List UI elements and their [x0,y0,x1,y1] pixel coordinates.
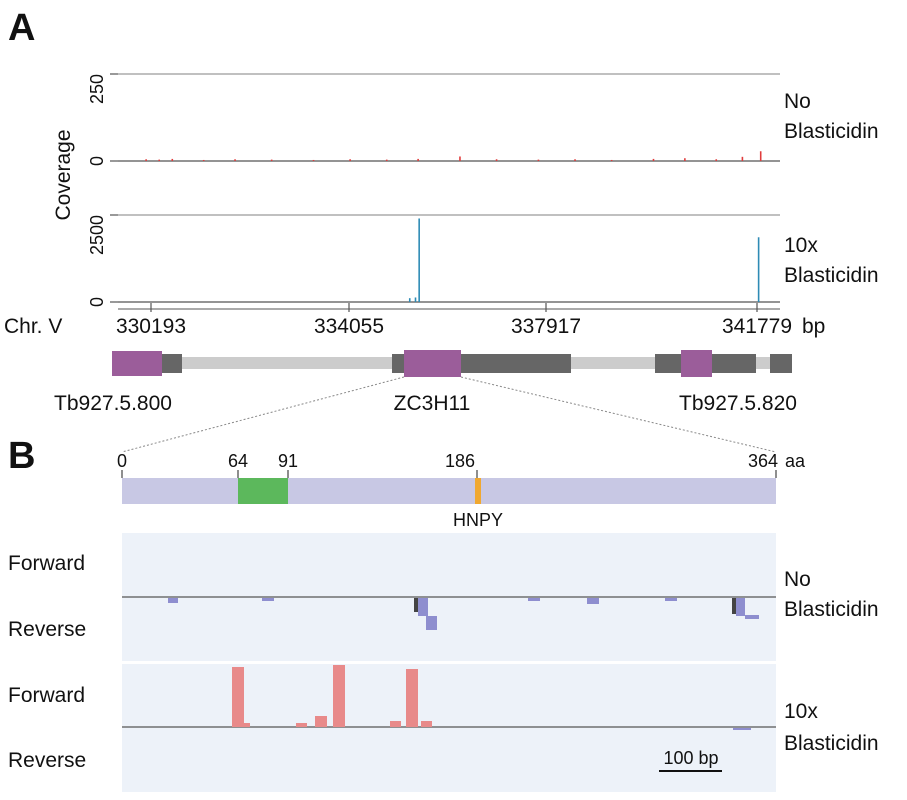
protein-tick-label-186: 186 [445,451,475,471]
track-top-condition-line2: Blasticidin [784,120,879,143]
protein-tick-label-364: 364 [748,451,778,471]
genomic-tick-label-2: 334055 [314,315,384,338]
genomic-tick-label-4: 341779 [722,315,792,338]
b1-bar-1 [168,598,178,603]
gene-next-utr [770,354,792,373]
b1-bar-7a [732,598,736,614]
track-b2-reverse-label: Reverse [8,749,86,772]
panel-a-letter: A [8,7,35,49]
track-bottom-peaks [408,218,760,302]
track-10x-blasticidin: 2500 0 10x Blasticidin [87,214,879,307]
track-bottom-ymin: 0 [87,297,107,307]
coverage-axis-label: Coverage [52,129,75,220]
genomic-tick-label-1: 330193 [116,315,186,338]
track-b-no-blasticidin: Forward Reverse No Blasticidin [8,552,879,641]
gene-820-cds [681,350,712,377]
protein-tick-label-91: 91 [278,451,298,471]
gene-label-800: Tb927.5.800 [54,392,172,415]
track-bottom-condition-line2: Blasticidin [784,264,879,287]
genomic-tick-label-3: 337917 [511,315,581,338]
b1-bar-6 [665,598,677,601]
b1-bar-7c [745,615,759,619]
track-top-peaks [145,151,762,161]
zc3h11-cds [404,350,461,377]
protein-ruler: 0 64 91 186 364 aa [117,451,806,478]
b1-bar-7b [736,598,745,616]
scale-bar-label: 100 bp [663,748,718,768]
hnpy-label: HNPY [453,510,503,530]
track-b2-condition-line1: 10x [784,700,818,723]
genomic-axis: Chr. V 330193 334055 337917 341779 bp [4,303,825,338]
b1-bar-4 [528,598,540,601]
protein-unit: aa [785,451,806,471]
b2-bar-5 [390,721,401,727]
b2-bar-8 [733,728,751,730]
protein-tick-label-0: 0 [117,451,127,471]
track-b2-condition-line2: Blasticidin [784,732,879,755]
protein-bar [122,478,776,504]
b1-bar-5 [587,598,599,604]
zoom-line-right [460,376,777,453]
protein-tick-label-64: 64 [228,451,248,471]
b1-bar-3a [414,598,418,612]
track-top-ymin: 0 [87,156,107,166]
b2-bar-1b [244,723,250,727]
track-top-condition-line1: No [784,90,811,113]
b2-bar-6 [406,669,418,727]
track-b1-forward-label: Forward [8,552,85,575]
b1-bar-3c [426,616,437,630]
gene-map: Tb927.5.800 ZC3H11 Tb927.5.820 [54,350,797,415]
gene-800-cds [112,351,162,376]
track-b1-condition-line1: No [784,568,811,591]
protein-diagram: HNPY [122,478,776,530]
track-b2-background [122,664,776,792]
track-b2-bars [232,665,751,730]
scale-bar: 100 bp [659,748,722,772]
track-b1-reverse-label: Reverse [8,618,86,641]
track-b2-forward-label: Forward [8,684,85,707]
hnpy-motif [475,478,481,504]
track-bottom-condition-line1: 10x [784,234,818,257]
track-no-blasticidin: 250 0 No Blasticidin [87,73,879,166]
b1-bar-2 [262,598,274,601]
chr-label: Chr. V [4,315,62,338]
gene-label-820: Tb927.5.820 [679,392,797,415]
b2-bar-3 [315,716,327,727]
track-bottom-ymax: 2500 [87,215,107,255]
gene-label-zc3h11: ZC3H11 [394,392,471,415]
track-top-ymax: 250 [87,74,107,104]
genomic-unit: bp [802,315,825,338]
track-b1-condition-line2: Blasticidin [784,598,879,621]
b2-bar-1 [232,667,244,727]
zoom-line-left [121,376,405,453]
panel-b-letter: B [8,435,35,477]
b2-bar-4 [333,665,345,727]
b1-bar-3b [418,598,428,616]
zinc-finger-domain [238,478,288,504]
track-b1-bars [168,598,759,630]
track-b-10x-blasticidin: Forward Reverse 10x Blasticidin [8,665,879,772]
b2-bar-7 [421,721,432,727]
b2-bar-2 [296,723,307,727]
